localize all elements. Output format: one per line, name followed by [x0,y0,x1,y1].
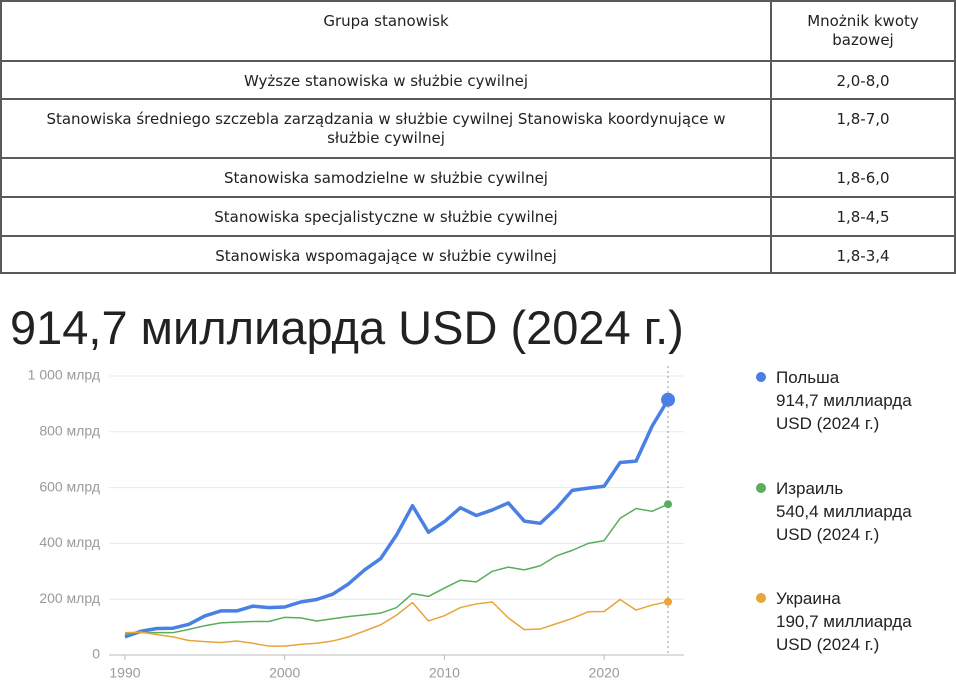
y-tick-label: 1 000 млрд [28,367,100,383]
table-cell: 1,8-4,5 [770,196,956,237]
legend-entry: Израиль 540,4 миллиарда USD (2024 г.) [756,477,946,546]
legend-name: Польша [776,368,840,387]
legend-name: Израиль [776,479,844,498]
table-row: Stanowiska średniego szczebla zarządzani… [0,98,956,159]
table-row: Stanowiska wspomagające w służbie cywiln… [0,235,956,274]
x-tick-label: 2010 [429,665,460,681]
chart-title: 914,7 миллиарда USD (2024 г.) [10,301,684,354]
y-tick-label: 600 млрд [39,478,100,494]
header-cell: Mnożnik kwoty bazowej [770,0,956,62]
x-tick-label: 1990 [109,665,140,681]
series-line [124,598,669,647]
legend-name: Украина [776,589,841,608]
y-tick-label: 800 млрд [39,423,100,439]
x-tick-label: 2020 [589,665,620,681]
legend-entry: Польша 914,7 миллиарда USD (2024 г.) [756,366,946,435]
legend-marker [756,593,766,603]
legend-marker [756,483,766,493]
table-cell: 1,8-3,4 [770,235,956,274]
table-cell: Stanowiska specjalistyczne w służbie cyw… [0,196,772,237]
end-point [664,597,673,606]
y-tick-label: 400 млрд [39,534,100,550]
table-cell: Stanowiska wspomagające w służbie cywiln… [0,235,772,274]
table-row: Wyższe stanowiska w służbie cywilnej 2,0-… [0,60,956,100]
table: Grupa stanowisk Mnożnik kwoty bazowej Wyżs… [0,0,956,274]
end-point [664,500,673,509]
table-row: Stanowiska samodzielne w służbie cywilne… [0,157,956,198]
table-cell: Stanowiska samodzielne w służbie cywilne… [0,157,772,198]
header-cell: Grupa stanowisk [0,0,772,62]
legend-entry: Украина 190,7 миллиарда USD (2024 г.) [756,587,946,656]
legend-value: 540,4 миллиарда USD (2024 г.) [776,502,912,544]
series-line [124,398,670,639]
legend-value: 190,7 миллиарда USD (2024 г.) [776,612,912,654]
table-cell: 1,8-7,0 [770,98,956,159]
x-tick-label: 2000 [269,665,300,681]
table-row: Stanowiska specjalistyczne w służbie cyw… [0,196,956,237]
y-tick-label: 0 [92,646,100,662]
y-tick-label: 200 млрд [39,590,100,606]
table-cell: 1,8-6,0 [770,157,956,198]
table-cell: Stanowiska średniego szczebla zarządzani… [0,98,772,159]
legend-value: 914,7 миллиарда USD (2024 г.) [776,391,912,433]
legend-marker [756,372,766,382]
table-cell: 2,0-8,0 [770,60,956,100]
table-cell: Wyższe stanowiska w służbie cywilnej [0,60,772,100]
series-line [124,503,669,635]
header-row: Grupa stanowisk Mnożnik kwoty bazowej [0,0,956,62]
end-point [661,392,676,407]
